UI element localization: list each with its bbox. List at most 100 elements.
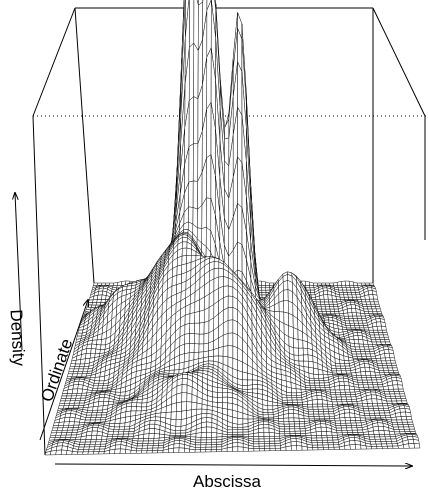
mesh-cell: [375, 374, 382, 378]
mesh-cell: [359, 346, 365, 350]
mesh-cell: [312, 406, 319, 410]
mesh-cell: [99, 446, 106, 450]
mesh-cell: [176, 384, 183, 395]
mesh-cell: [195, 444, 202, 448]
mesh-cell: [381, 445, 389, 449]
mesh-cell: [181, 378, 188, 386]
mesh-cell: [331, 396, 337, 400]
mesh-cell: [200, 444, 207, 448]
mesh-cell: [285, 445, 292, 451]
mesh-cell: [370, 377, 377, 381]
mesh-cell: [261, 289, 267, 293]
mesh-cell: [247, 372, 253, 381]
mesh-cell: [310, 292, 316, 296]
mesh-cell: [210, 446, 217, 450]
mesh-cell: [311, 437, 318, 441]
mesh-cell: [288, 312, 294, 328]
mesh-cell: [310, 435, 317, 439]
mesh-cell: [125, 406, 132, 412]
mesh-cell: [65, 434, 72, 438]
mesh-cell: [335, 427, 343, 431]
mesh-cell: [385, 396, 392, 400]
mesh-cell: [232, 307, 238, 323]
mesh-cell: [131, 399, 138, 404]
mesh-cell: [322, 287, 328, 292]
mesh-cell: [320, 426, 327, 432]
mesh-cell: [317, 403, 324, 408]
mesh-cell: [52, 425, 59, 429]
mesh-cell: [76, 332, 83, 337]
mesh-cell: [357, 429, 364, 433]
mesh-cell: [361, 377, 368, 381]
mesh-cell: [385, 341, 391, 345]
mesh-cell: [388, 388, 395, 392]
mesh-cell: [367, 382, 374, 386]
mesh-cell: [323, 298, 329, 303]
mesh-cell: [262, 414, 269, 418]
mesh-cell: [394, 393, 401, 397]
mesh-cell: [291, 397, 298, 401]
z-axis-label: Density: [7, 309, 29, 367]
mesh-cell: [346, 399, 353, 402]
mesh-cell: [173, 447, 180, 453]
mesh-cell: [242, 429, 249, 433]
mesh-cell: [330, 392, 337, 396]
mesh-cell: [205, 439, 212, 443]
mesh-cell: [181, 384, 188, 394]
mesh-cell: [321, 308, 327, 312]
mesh-cell: [372, 403, 379, 407]
mesh-cell: [274, 443, 281, 447]
mesh-cell: [288, 409, 294, 414]
mesh-cell: [328, 304, 334, 307]
mesh-cell: [194, 449, 201, 453]
mesh-cell: [366, 398, 373, 404]
mesh-cell: [78, 444, 86, 448]
mesh-cell: [315, 431, 322, 436]
mesh-cell: [340, 396, 347, 400]
mesh-cell: [227, 319, 234, 334]
mesh-cell: [341, 430, 348, 434]
mesh-cell: [316, 282, 322, 286]
mesh-cell: [283, 417, 290, 423]
mesh-cell: [179, 353, 185, 364]
mesh-cell: [381, 325, 387, 331]
mesh-cell: [361, 379, 368, 383]
mesh-cell: [339, 359, 345, 364]
mesh-cell: [75, 436, 82, 440]
mesh-cell: [248, 447, 255, 452]
mesh-cell: [76, 388, 83, 394]
mesh-cell: [136, 445, 143, 449]
mesh-cell: [79, 439, 87, 443]
mesh-cell: [405, 416, 413, 421]
mesh-cell: [372, 425, 380, 432]
mesh-cell: [316, 399, 323, 405]
mesh-cell: [237, 107, 243, 164]
mesh-cell: [334, 420, 341, 424]
mesh-cell: [387, 384, 394, 390]
mesh-cell: [373, 329, 379, 333]
mesh-cell: [71, 429, 79, 433]
mesh-cell: [141, 445, 149, 449]
mesh-cell: [211, 432, 218, 438]
mesh-cell: [395, 395, 402, 399]
mesh-cell: [290, 441, 297, 447]
mesh-cell: [302, 347, 309, 356]
mesh-cell: [409, 428, 416, 432]
mesh-cell: [341, 370, 347, 374]
mesh-cell: [376, 379, 383, 383]
mesh-cell: [373, 301, 380, 305]
mesh-cell: [379, 434, 386, 438]
mesh-cell: [297, 339, 304, 349]
mesh-cell: [147, 443, 154, 447]
mesh-cell: [211, 444, 217, 448]
mesh-cell: [332, 301, 338, 305]
mesh-cell: [336, 430, 343, 434]
mesh-cell: [294, 423, 300, 427]
mesh-cell: [119, 448, 127, 454]
mesh-cell: [350, 420, 357, 424]
mesh-cell: [340, 394, 347, 398]
mesh-cell: [360, 375, 367, 378]
mesh-cell: [339, 385, 346, 391]
mesh-cell: [195, 436, 202, 441]
mesh-cell: [348, 280, 354, 286]
